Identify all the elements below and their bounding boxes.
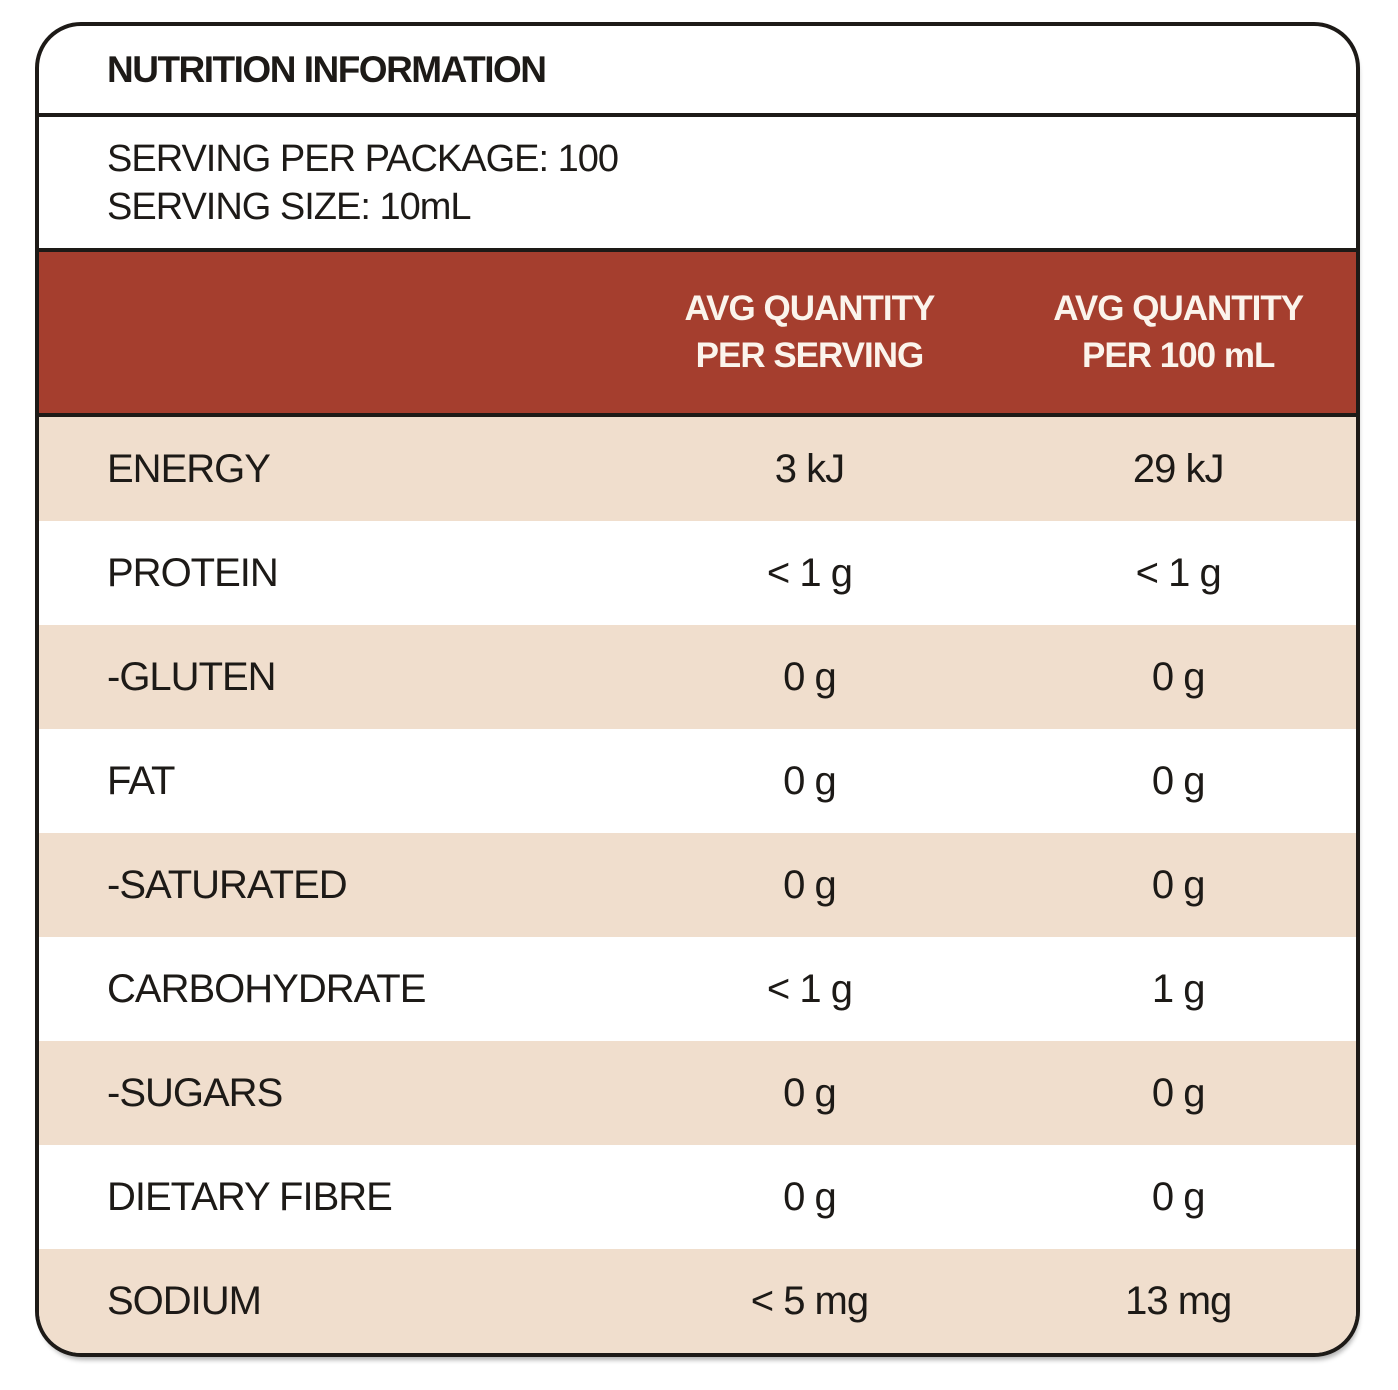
nutrient-label: -SATURATED bbox=[107, 862, 348, 907]
table-row: -SATURATED 0 g 0 g bbox=[39, 833, 1356, 937]
table-row: PROTEIN < 1 g < 1 g bbox=[39, 521, 1356, 625]
value-per-serving: 0 g bbox=[783, 862, 837, 907]
value-per-100ml: 0 g bbox=[1151, 862, 1206, 907]
value-per-100ml: 0 g bbox=[1151, 1070, 1206, 1115]
table-row: -SUGARS 0 g 0 g bbox=[39, 1041, 1356, 1145]
header-col-per-100ml: AVG QUANTITY PER 100 mL bbox=[1000, 286, 1356, 378]
table-row: FAT 0 g 0 g bbox=[39, 729, 1356, 833]
table-header-band: AVG QUANTITY PER SERVING AVG QUANTITY PE… bbox=[39, 248, 1356, 417]
header-per-serving-line1: AVG QUANTITY bbox=[684, 289, 936, 329]
value-per-serving: 0 g bbox=[783, 758, 837, 803]
nutrient-label: -SUGARS bbox=[107, 1070, 283, 1115]
value-per-serving: 0 g bbox=[783, 1174, 837, 1219]
nutrient-label: DIETARY FIBRE bbox=[107, 1174, 393, 1219]
header-per-serving-line2: PER SERVING bbox=[695, 335, 925, 375]
header-per-100ml-line2: PER 100 mL bbox=[1082, 335, 1275, 375]
nutrient-label: CARBOHYDRATE bbox=[107, 966, 426, 1011]
value-per-serving: 0 g bbox=[783, 1070, 837, 1115]
nutrient-label: -GLUTEN bbox=[107, 654, 277, 699]
serving-size: SERVING SIZE: 10mL bbox=[107, 185, 472, 228]
serving-per-package: SERVING PER PACKAGE: 100 bbox=[107, 137, 619, 180]
nutrition-panel: NUTRITION INFORMATION SERVING PER PACKAG… bbox=[35, 22, 1360, 1357]
value-per-serving: 3 kJ bbox=[774, 446, 845, 491]
value-per-100ml: 0 g bbox=[1151, 758, 1206, 803]
panel-title: NUTRITION INFORMATION bbox=[107, 48, 547, 90]
nutrition-table-body: ENERGY 3 kJ 29 kJ PROTEIN < 1 g < 1 g -G… bbox=[39, 417, 1356, 1353]
nutrient-label: FAT bbox=[107, 758, 175, 803]
header-col-per-serving: AVG QUANTITY PER SERVING bbox=[618, 286, 1000, 378]
table-row: CARBOHYDRATE < 1 g 1 g bbox=[39, 937, 1356, 1041]
panel-header: NUTRITION INFORMATION bbox=[39, 26, 1356, 117]
value-per-100ml: 1 g bbox=[1151, 966, 1206, 1011]
value-per-serving: < 1 g bbox=[766, 550, 853, 595]
value-per-serving: < 5 mg bbox=[750, 1278, 869, 1323]
table-row: SODIUM < 5 mg 13 mg bbox=[39, 1249, 1356, 1353]
value-per-100ml: 0 g bbox=[1151, 1174, 1206, 1219]
nutrient-label: SODIUM bbox=[107, 1278, 262, 1323]
value-per-100ml: 13 mg bbox=[1125, 1278, 1232, 1323]
nutrient-label: PROTEIN bbox=[107, 550, 279, 595]
table-row: ENERGY 3 kJ 29 kJ bbox=[39, 417, 1356, 521]
value-per-100ml: 0 g bbox=[1151, 654, 1206, 699]
value-per-serving: 0 g bbox=[783, 654, 837, 699]
header-per-100ml-line1: AVG QUANTITY bbox=[1053, 289, 1304, 329]
value-per-100ml: < 1 g bbox=[1135, 550, 1222, 595]
table-row: -GLUTEN 0 g 0 g bbox=[39, 625, 1356, 729]
nutrient-label: ENERGY bbox=[107, 446, 271, 491]
value-per-serving: < 1 g bbox=[766, 966, 853, 1011]
table-row: DIETARY FIBRE 0 g 0 g bbox=[39, 1145, 1356, 1249]
serving-info: SERVING PER PACKAGE: 100 SERVING SIZE: 1… bbox=[39, 117, 1356, 248]
value-per-100ml: 29 kJ bbox=[1132, 446, 1225, 491]
